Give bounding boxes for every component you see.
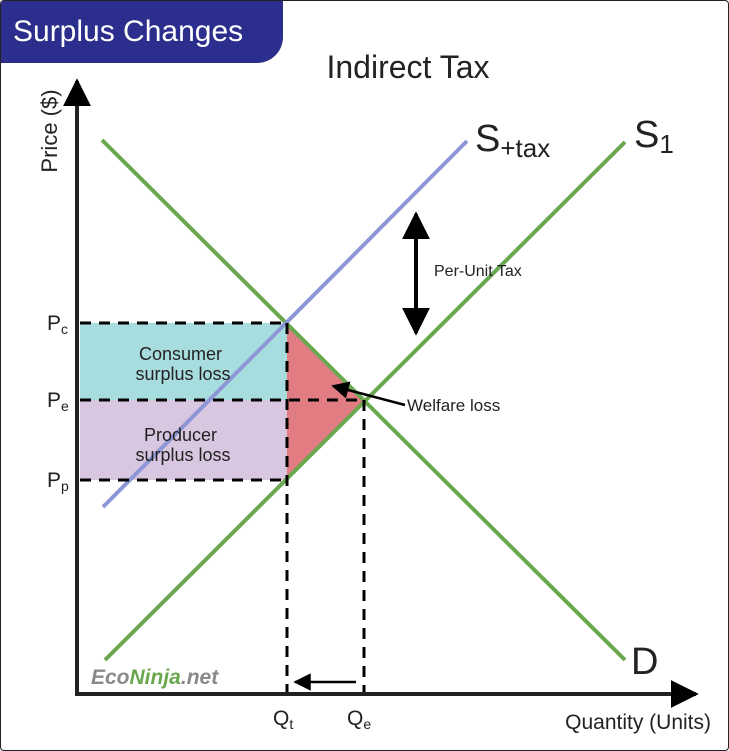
consumer-surplus-loss-area	[80, 323, 287, 400]
per-unit-tax-label: Per-Unit Tax	[434, 263, 522, 280]
supply-tax-label: S+tax	[475, 118, 550, 163]
welfare-loss-label: Welfare loss	[407, 396, 500, 415]
y-axis-label: Price ($)	[37, 89, 62, 172]
supply-label: S1	[634, 114, 674, 159]
price-consumer-label: Pc	[47, 312, 68, 337]
dashed-guides	[80, 321, 366, 693]
demand-label: D	[631, 641, 658, 683]
quantity-tax-label: Qt	[273, 707, 293, 732]
supply-tax-curve	[101, 139, 469, 509]
welfare-loss-area	[287, 323, 364, 480]
surplus-changes-badge: Surplus Changes	[1, 1, 283, 63]
consumer-surplus-loss-label: Consumer surplus loss	[135, 344, 230, 384]
producer-surplus-loss-label: Producer surplus loss	[135, 425, 230, 465]
welfare-loss-pointer	[331, 381, 406, 407]
producer-surplus-loss-area	[80, 400, 287, 480]
quantity-equilibrium-label: Qe	[347, 707, 371, 732]
chart-title: Indirect Tax	[326, 49, 489, 85]
x-axis-label: Quantity (Units)	[565, 711, 711, 734]
econinja-watermark: EcoNinja.net	[91, 666, 219, 689]
price-equilibrium-label: Pe	[47, 389, 69, 414]
price-producer-label: Pp	[47, 469, 69, 494]
